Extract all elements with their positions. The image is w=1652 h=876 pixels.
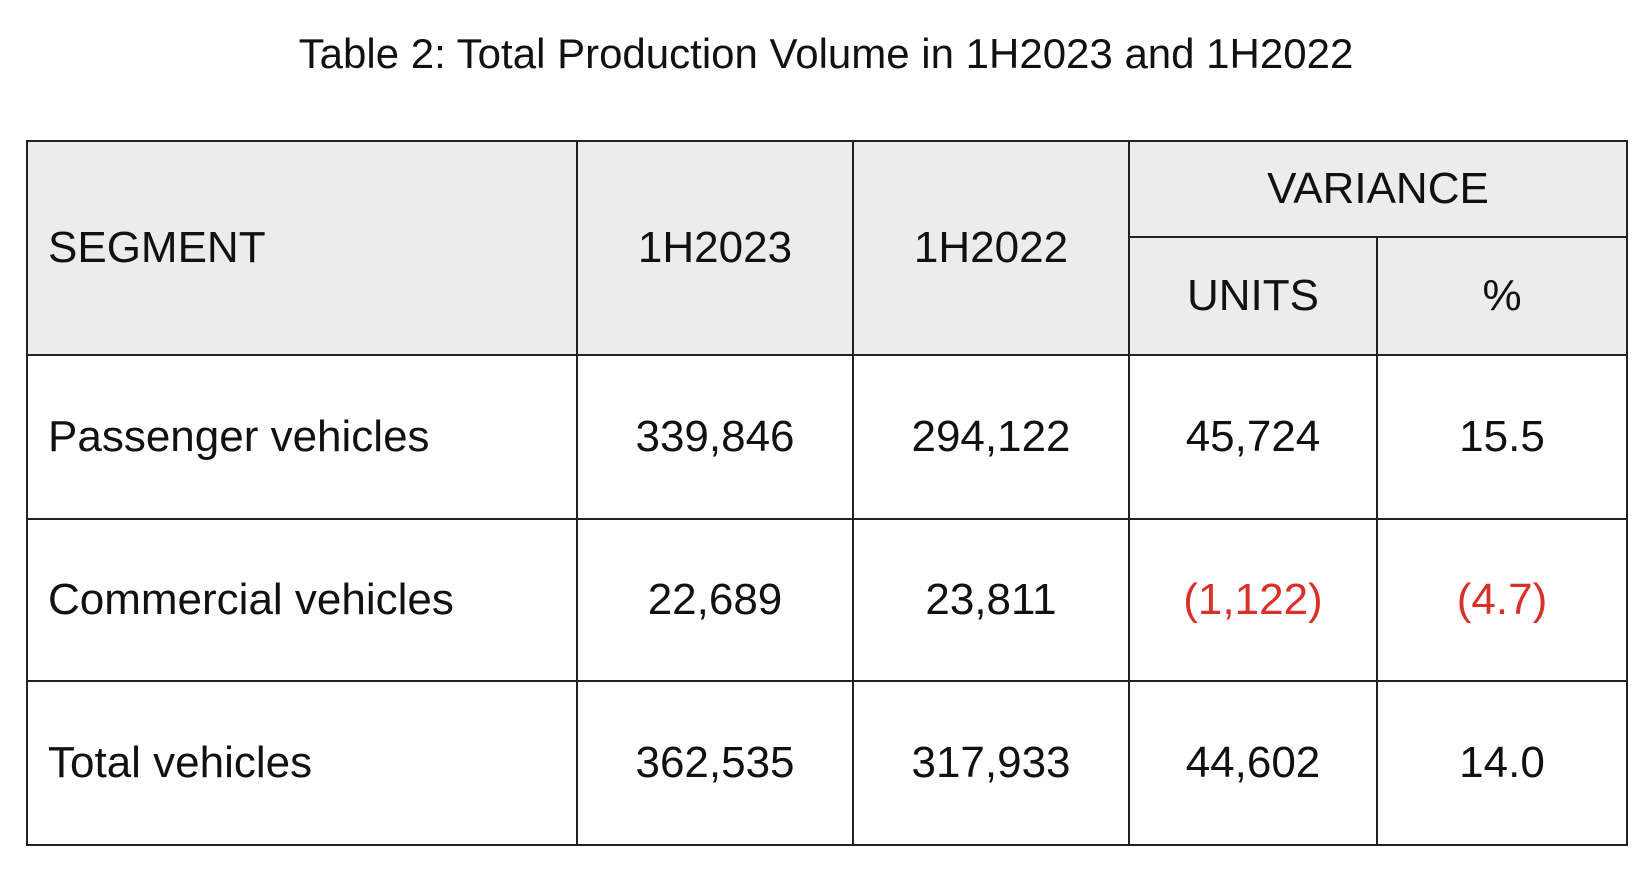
header-percent: % xyxy=(1376,236,1628,356)
table-row: Commercial vehicles 22,689 23,811 (1,122… xyxy=(26,518,1628,682)
segment-cell: Commercial vehicles xyxy=(26,518,578,682)
value-1h2023: 22,689 xyxy=(576,518,854,682)
header-segment: SEGMENT xyxy=(26,140,578,356)
variance-percent: (4.7) xyxy=(1376,518,1628,682)
segment-cell: Total vehicles xyxy=(26,680,578,846)
production-volume-table: SEGMENT 1H2023 1H2022 VARIANCE UNITS % P… xyxy=(26,140,1628,846)
variance-percent: 14.0 xyxy=(1376,680,1628,846)
header-1h2022: 1H2022 xyxy=(852,140,1130,356)
header-1h2023: 1H2023 xyxy=(576,140,854,356)
header-row-top: SEGMENT 1H2023 1H2022 VARIANCE xyxy=(26,140,1628,356)
header-units: UNITS xyxy=(1128,236,1378,356)
header-variance: VARIANCE xyxy=(1128,140,1628,238)
variance-percent: 15.5 xyxy=(1376,354,1628,520)
table-row: Passenger vehicles 339,846 294,122 45,72… xyxy=(26,354,1628,520)
value-1h2023: 339,846 xyxy=(576,354,854,520)
value-1h2023: 362,535 xyxy=(576,680,854,846)
variance-units: 44,602 xyxy=(1128,680,1378,846)
variance-units: (1,122) xyxy=(1128,518,1378,682)
value-1h2022: 317,933 xyxy=(852,680,1130,846)
table-row: Total vehicles 362,535 317,933 44,602 14… xyxy=(26,680,1628,846)
value-1h2022: 294,122 xyxy=(852,354,1130,520)
segment-cell: Passenger vehicles xyxy=(26,354,578,520)
variance-units: 45,724 xyxy=(1128,354,1378,520)
value-1h2022: 23,811 xyxy=(852,518,1130,682)
header-row-bottom: UNITS % xyxy=(27,236,1628,356)
table-caption: Table 2: Total Production Volume in 1H20… xyxy=(298,30,1354,77)
